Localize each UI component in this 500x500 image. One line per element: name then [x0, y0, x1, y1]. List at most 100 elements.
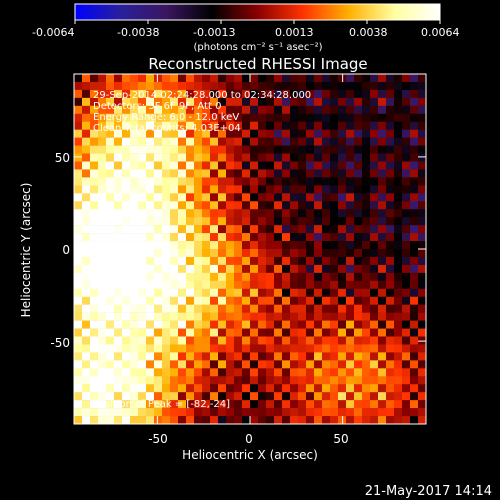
heatmap-cell — [282, 121, 291, 130]
heatmap-cell — [194, 392, 203, 401]
heatmap-cell — [378, 416, 387, 425]
heatmap-cell — [210, 89, 219, 99]
heatmap-cell — [258, 360, 267, 369]
heatmap-cell — [362, 296, 371, 305]
heatmap-cell — [146, 360, 155, 369]
heatmap-cell — [322, 137, 331, 146]
heatmap-cell — [154, 97, 163, 107]
heatmap-cell — [410, 169, 419, 178]
heatmap-cell — [178, 384, 187, 393]
heatmap-cell — [218, 145, 227, 154]
heatmap-cell — [170, 89, 179, 99]
heatmap-cell — [234, 352, 243, 361]
heatmap-cell — [250, 153, 259, 162]
heatmap-cell — [186, 384, 195, 393]
heatmap-cell — [354, 113, 363, 123]
heatmap-cell — [370, 129, 379, 138]
heatmap-cell — [362, 408, 371, 417]
heatmap-cell — [354, 121, 363, 130]
heatmap-cell — [322, 304, 331, 313]
heatmap-cell — [162, 185, 171, 194]
heatmap-cell — [242, 105, 251, 115]
heatmap-cell — [162, 320, 171, 329]
heatmap-cell — [74, 121, 83, 130]
heatmap-cell — [410, 360, 419, 369]
heatmap-cell — [378, 288, 387, 298]
heatmap-cell — [98, 376, 107, 385]
heatmap-cell — [378, 161, 387, 170]
heatmap-cell — [314, 416, 323, 425]
heatmap-cell — [106, 137, 115, 146]
heatmap-cell — [90, 113, 99, 123]
heatmap-cell — [370, 312, 379, 321]
heatmap-cell — [306, 74, 315, 83]
heatmap-cell — [378, 177, 387, 186]
heatmap-cell — [234, 328, 243, 337]
heatmap-cell — [418, 185, 427, 194]
heatmap-cell — [418, 201, 427, 210]
heatmap-cell — [314, 280, 323, 290]
heatmap-cell — [298, 296, 307, 305]
heatmap-cell — [378, 328, 387, 337]
heatmap-cell — [74, 81, 83, 91]
heatmap-cell — [394, 376, 403, 385]
heatmap-cell — [250, 225, 259, 234]
heatmap-cell — [162, 241, 171, 250]
heatmap-cell — [314, 129, 323, 138]
heatmap-cell — [82, 121, 91, 130]
heatmap-cell — [218, 368, 227, 377]
heatmap-cell — [402, 288, 411, 298]
heatmap-cell — [386, 360, 395, 369]
heatmap-cell — [194, 384, 203, 393]
heatmap-cell — [234, 296, 243, 305]
heatmap-cell — [274, 249, 283, 258]
heatmap-cell — [186, 408, 195, 417]
heatmap-cell — [322, 400, 331, 409]
heatmap-cell — [346, 129, 355, 138]
heatmap-cell — [114, 249, 123, 258]
heatmap-cell — [322, 177, 331, 186]
heatmap-cell — [170, 280, 179, 290]
heatmap-cell — [370, 416, 379, 425]
heatmap-cell — [194, 137, 203, 146]
heatmap-cell — [122, 400, 131, 409]
heatmap-cell — [186, 137, 195, 146]
heatmap-cell — [338, 272, 347, 282]
heatmap-cell — [346, 400, 355, 409]
heatmap-cell — [210, 368, 219, 377]
heatmap-cell — [266, 217, 275, 226]
heatmap-cell — [106, 97, 115, 107]
heatmap-cell — [282, 264, 291, 274]
heatmap-cell — [114, 264, 123, 274]
heatmap-cell — [338, 225, 347, 234]
heatmap-cell — [186, 169, 195, 178]
heatmap-cell — [378, 320, 387, 329]
heatmap-cell — [114, 105, 123, 115]
heatmap-cell — [210, 376, 219, 385]
heatmap-cell — [418, 129, 427, 138]
heatmap-cell — [354, 129, 363, 138]
heatmap-cell — [154, 105, 163, 115]
heatmap-cell — [298, 209, 307, 218]
heatmap-cell — [186, 241, 195, 250]
heatmap-cell — [202, 352, 211, 361]
heatmap-cell — [130, 328, 139, 337]
heatmap-cell — [266, 209, 275, 218]
heatmap-cell — [114, 328, 123, 337]
heatmap-cell — [266, 153, 275, 162]
heatmap-cell — [274, 217, 283, 226]
heatmap-cell — [258, 336, 267, 345]
heatmap-cell — [306, 368, 315, 377]
heatmap-cell — [98, 137, 107, 146]
heatmap-cell — [410, 272, 419, 282]
heatmap-cell — [298, 113, 307, 123]
heatmap-cell — [330, 81, 339, 91]
heatmap-cell — [266, 312, 275, 321]
heatmap-cell — [338, 368, 347, 377]
heatmap-cell — [298, 177, 307, 186]
heatmap-cell — [250, 145, 259, 154]
heatmap-cell — [242, 177, 251, 186]
heatmap-cell — [226, 74, 235, 83]
heatmap-cell — [418, 256, 427, 266]
heatmap-cell — [354, 81, 363, 91]
